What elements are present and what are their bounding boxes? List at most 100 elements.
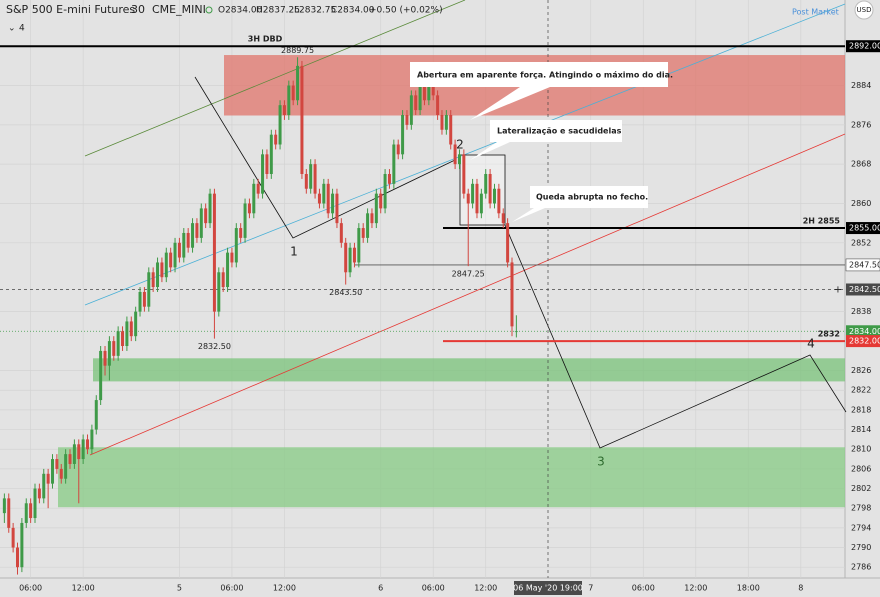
candle-body bbox=[471, 183, 475, 204]
candle-body bbox=[72, 444, 76, 464]
currency-badge[interactable] bbox=[854, 0, 874, 20]
candle-body bbox=[497, 188, 501, 214]
candle-body bbox=[94, 400, 98, 430]
candles: 2889.75 2832.50 2843.50 2847.25 bbox=[2, 46, 518, 575]
y-tick-label: 2818 bbox=[851, 405, 871, 414]
header: S&P 500 E-mini Futures 30 CME_MINI O2834… bbox=[6, 0, 874, 34]
y-tick-label: 2810 bbox=[851, 445, 871, 454]
candle-body bbox=[81, 439, 85, 460]
candle-body bbox=[392, 144, 396, 184]
candle-body bbox=[226, 252, 230, 288]
zone bbox=[58, 447, 845, 508]
callout-text: Abertura em aparente força. Atingindo o … bbox=[417, 71, 673, 80]
candle-body bbox=[11, 527, 15, 548]
exchange: CME_MINI bbox=[152, 3, 206, 16]
candle-body bbox=[331, 193, 335, 214]
candle-body bbox=[309, 164, 313, 189]
axes: 2786279027942798280228062810281428182822… bbox=[19, 40, 880, 595]
candle-body bbox=[339, 223, 343, 243]
candle-body bbox=[217, 272, 221, 312]
y-tick-label: 2806 bbox=[851, 464, 871, 473]
candle-body bbox=[479, 193, 483, 214]
candle-body bbox=[160, 262, 164, 278]
price-badge-label: 2834.00 bbox=[849, 327, 880, 336]
candle-body bbox=[291, 85, 295, 101]
crosshair-x-label: 06 May '20 19:00 bbox=[513, 584, 583, 593]
candle-body bbox=[55, 459, 59, 469]
candle-body bbox=[348, 247, 352, 273]
wave-path bbox=[504, 224, 847, 449]
wave-label: 3 bbox=[597, 455, 605, 469]
candle-body bbox=[134, 311, 138, 337]
candle-body bbox=[366, 213, 370, 238]
candle-body bbox=[169, 252, 173, 268]
candle-body bbox=[125, 321, 129, 347]
candle-body bbox=[304, 173, 308, 189]
y-tick-label: 2826 bbox=[851, 366, 871, 375]
candle-body bbox=[427, 80, 431, 101]
candle-body bbox=[247, 203, 251, 214]
price-badge bbox=[846, 325, 880, 338]
y-tick-label: 2838 bbox=[851, 307, 871, 316]
interval: 30 bbox=[131, 3, 145, 16]
candle-body bbox=[256, 183, 260, 194]
candle-body bbox=[492, 188, 496, 204]
candle-body bbox=[112, 341, 116, 356]
drawings bbox=[84, 0, 847, 456]
wave-labels: 1 2 3 4 bbox=[290, 138, 815, 469]
candle-body bbox=[230, 252, 234, 263]
callout-box bbox=[512, 186, 648, 222]
status-dot bbox=[205, 6, 213, 14]
candle-body bbox=[287, 85, 291, 116]
candle-body bbox=[177, 242, 181, 258]
candle-body bbox=[506, 223, 510, 263]
candle-body bbox=[322, 183, 326, 204]
callout-text: Lateralização e sacudidelas bbox=[497, 127, 622, 136]
y-tick-label: 2814 bbox=[851, 425, 871, 434]
y-tick-label: 2884 bbox=[851, 81, 871, 90]
candle-body bbox=[457, 154, 461, 165]
trend-line bbox=[84, 0, 466, 157]
x-tick-label: 12:00 bbox=[684, 584, 707, 593]
x-tick-label: 12:00 bbox=[72, 584, 95, 593]
wave-label: 4 bbox=[807, 337, 815, 351]
candle-body bbox=[147, 272, 151, 307]
extreme-label: 2843.50 bbox=[329, 288, 362, 297]
candle-body bbox=[16, 547, 20, 568]
candle-body bbox=[383, 173, 387, 209]
callout-box bbox=[470, 120, 622, 160]
y-tick-label: 2790 bbox=[851, 543, 871, 552]
candle-body bbox=[449, 115, 453, 145]
candle-body bbox=[33, 488, 37, 519]
indicator-count[interactable]: 4 bbox=[19, 24, 25, 34]
candle-body bbox=[99, 350, 103, 401]
candle-body bbox=[409, 95, 413, 125]
candle-body bbox=[370, 213, 374, 224]
candle-body bbox=[86, 439, 90, 450]
crosshair-plus: + bbox=[834, 284, 842, 295]
indicator-toggle[interactable]: ⌄ bbox=[8, 24, 16, 34]
candle-body bbox=[510, 262, 514, 327]
candle-body bbox=[405, 115, 409, 125]
candle-body bbox=[282, 105, 286, 116]
ohlc-open: O2834.00 bbox=[218, 6, 263, 16]
candle-body bbox=[261, 154, 265, 194]
candle-body bbox=[252, 183, 256, 214]
candle-body bbox=[7, 498, 11, 528]
candle-body bbox=[77, 444, 81, 460]
candle-body bbox=[68, 454, 72, 464]
candle-body bbox=[274, 134, 278, 145]
y-tick-label: 2794 bbox=[851, 523, 871, 532]
candle-body bbox=[357, 228, 361, 263]
post-market: Post Market bbox=[792, 8, 839, 17]
ohlc-close: C2834.00 bbox=[331, 6, 375, 16]
candle-body bbox=[42, 473, 46, 499]
candle-body bbox=[204, 208, 208, 224]
candle-body bbox=[444, 115, 448, 130]
candle-body bbox=[234, 228, 238, 263]
candle-body bbox=[199, 208, 203, 238]
candle-body bbox=[344, 242, 348, 273]
candle-body bbox=[129, 321, 133, 337]
wave-path bbox=[194, 76, 456, 239]
candle-body bbox=[24, 503, 28, 523]
